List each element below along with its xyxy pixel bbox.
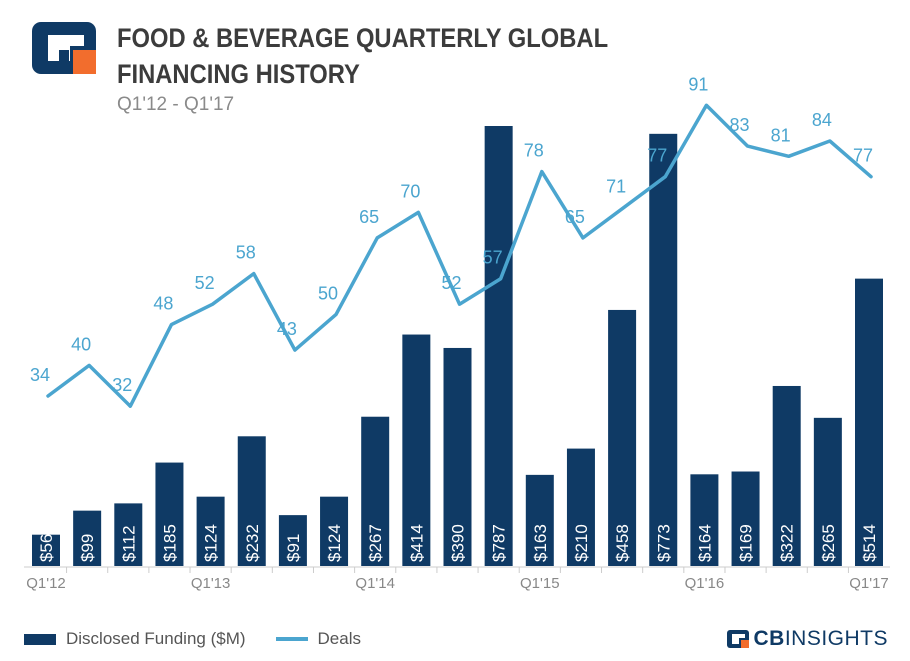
x-axis: Q1'12 Q1'13 Q1'14 Q1'15 Q1'16 Q1'17 <box>24 566 890 592</box>
funding-bar <box>525 474 554 566</box>
legend: Disclosed Funding ($M) Deals <box>24 626 361 652</box>
funding-bar-label: $232 <box>243 524 262 562</box>
funding-bar-label: $322 <box>778 524 797 562</box>
funding-bar-label: $787 <box>490 524 509 562</box>
funding-bar-label: $414 <box>407 524 426 562</box>
deals-point-label: 34 <box>30 365 50 385</box>
deals-point-label: 70 <box>400 181 420 201</box>
funding-bar <box>731 471 760 566</box>
funding-bar <box>649 133 678 566</box>
deals-point-label: 65 <box>359 207 379 227</box>
deals-point-label: 40 <box>71 334 91 354</box>
deals-point-label: 91 <box>688 74 708 94</box>
legend-deals-label: Deals <box>317 629 361 648</box>
x-tick-label: Q1'17 <box>849 575 889 592</box>
cbinsights-mark-icon <box>727 630 750 648</box>
funding-bar <box>855 278 883 566</box>
funding-bar <box>73 510 102 566</box>
chart-subtitle: Q1'12 - Q1'17 <box>117 94 235 115</box>
deals-point-label: 65 <box>565 207 585 227</box>
funding-bar <box>484 126 513 566</box>
deals-line: 34 40 32 48 52 58 43 50 65 70 52 57 78 65 71 77 91 83 81 84… <box>30 74 873 408</box>
funding-bar-label: $164 <box>695 524 714 562</box>
funding-bar <box>114 503 143 566</box>
deals-point-label: 71 <box>606 176 626 196</box>
funding-bar <box>155 462 184 566</box>
legend-funding-swatch <box>24 633 56 645</box>
funding-bar-label: $458 <box>613 524 632 562</box>
funding-bar <box>566 448 595 566</box>
funding-bar <box>196 496 225 566</box>
deals-point-label: 58 <box>236 243 256 263</box>
deals-point-label: 77 <box>647 146 667 166</box>
funding-bar-label: $390 <box>449 524 468 562</box>
deals-point-label: 52 <box>195 273 215 293</box>
x-tick-label: Q1'13 <box>191 575 231 592</box>
funding-bar-label: $773 <box>654 524 673 562</box>
cbinsights-brand: CB INSIGHTS <box>727 626 888 652</box>
deals-point-label: 77 <box>853 146 873 166</box>
cb-logo-icon <box>32 22 96 74</box>
deals-point-label: 32 <box>112 375 132 395</box>
funding-bar <box>443 347 472 566</box>
funding-bars: $56 $99 $112 $185 $124 $232 $91 $124 $267 $414 $39… <box>32 126 883 566</box>
legend-deals-swatch <box>275 637 308 641</box>
deals-point-label: 78 <box>524 141 544 161</box>
funding-bar-label: $163 <box>531 524 550 562</box>
funding-bar-label: $265 <box>819 524 838 562</box>
funding-bar-label: $124 <box>325 524 344 562</box>
funding-bar-label: $185 <box>160 524 179 562</box>
funding-bar <box>813 417 842 566</box>
deals-point-label: 84 <box>812 110 832 130</box>
funding-bar <box>32 534 60 566</box>
funding-bar-label: $112 <box>119 525 138 562</box>
funding-bar <box>608 309 637 566</box>
funding-bar-label: $210 <box>572 524 591 562</box>
funding-bar-label: $99 <box>78 534 97 562</box>
funding-bar <box>320 496 349 566</box>
deals-point-label: 83 <box>730 115 750 135</box>
deals-point-label: 48 <box>153 294 173 314</box>
funding-bar <box>402 334 431 566</box>
x-tick-label: Q1'16 <box>685 575 725 592</box>
legend-funding-label: Disclosed Funding ($M) <box>66 629 246 648</box>
funding-bar-label: $56 <box>37 534 56 562</box>
funding-bar-label: $124 <box>202 524 221 562</box>
funding-bar-label: $267 <box>366 524 385 562</box>
x-tick-label: Q1'12 <box>26 575 66 592</box>
deals-series-line <box>46 103 873 408</box>
brand-cb: CB <box>753 627 785 650</box>
deals-point-label: 50 <box>318 283 338 303</box>
deals-point-label: 52 <box>441 273 461 293</box>
funding-bar-label: $169 <box>737 524 756 562</box>
funding-bar-label: $91 <box>284 534 303 562</box>
funding-bar-label: $514 <box>860 524 879 562</box>
funding-bar <box>361 416 390 566</box>
funding-bar <box>772 385 801 566</box>
deals-point-label: 81 <box>771 125 791 145</box>
deals-point-label: 57 <box>483 248 503 268</box>
chart-title: FOOD & BEVERAGE QUARTERLY GLOBAL FINANCI… <box>117 23 608 89</box>
funding-bar <box>278 515 307 566</box>
x-tick-label: Q1'14 <box>355 575 395 592</box>
funding-bar <box>237 436 266 566</box>
funding-bar <box>690 474 719 566</box>
deals-point-label: 43 <box>277 319 297 339</box>
x-tick-label: Q1'15 <box>520 575 560 592</box>
brand-insights: INSIGHTS <box>784 627 888 650</box>
